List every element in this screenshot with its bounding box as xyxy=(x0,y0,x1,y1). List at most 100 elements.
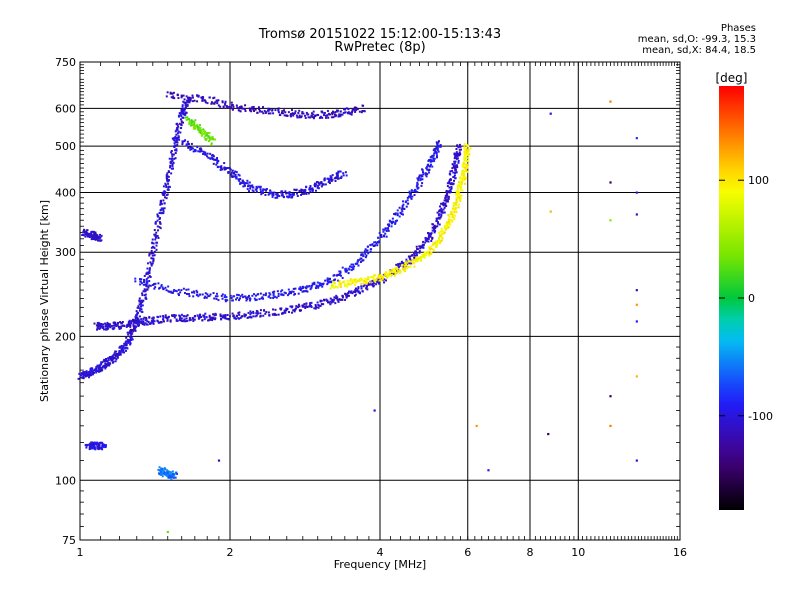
echo-point xyxy=(162,318,165,321)
echo-point xyxy=(277,295,280,298)
echo-point xyxy=(260,193,263,196)
echo-point xyxy=(229,168,232,171)
echo-point xyxy=(112,324,115,327)
echo-point xyxy=(174,141,177,144)
echo-point xyxy=(326,283,329,286)
echo-point xyxy=(395,263,398,266)
echo-point xyxy=(115,358,118,361)
echo-point xyxy=(309,116,312,119)
echo-point xyxy=(339,271,342,274)
echo-point xyxy=(193,121,196,124)
echo-point xyxy=(193,318,196,321)
echo-point xyxy=(459,188,462,191)
echo-point xyxy=(89,371,92,374)
echo-point xyxy=(349,283,352,286)
echo-point xyxy=(153,320,156,323)
echo-point xyxy=(318,116,321,119)
echo-point xyxy=(211,136,214,139)
echo-point xyxy=(206,134,209,137)
echo-point xyxy=(151,238,154,241)
echo-point xyxy=(283,291,286,294)
echo-point xyxy=(167,474,170,477)
echo-point xyxy=(351,280,354,283)
echo-point xyxy=(127,339,130,342)
isolated-echo-point xyxy=(635,320,638,323)
echo-point xyxy=(451,167,454,170)
echo-point xyxy=(363,110,366,113)
echo-point xyxy=(170,151,173,154)
echo-point xyxy=(141,292,144,295)
echo-point xyxy=(236,107,239,110)
echo-point xyxy=(433,157,436,160)
echo-point xyxy=(367,278,370,281)
echo-point xyxy=(366,278,369,281)
echo-point xyxy=(120,325,123,328)
echo-point xyxy=(357,291,360,294)
echo-point xyxy=(231,175,234,178)
echo-point xyxy=(408,255,411,258)
echo-point xyxy=(173,97,176,100)
echo-point xyxy=(436,141,439,144)
echo-point xyxy=(180,124,183,127)
echo-point xyxy=(212,138,215,141)
echo-point xyxy=(167,285,170,288)
echo-point xyxy=(161,467,164,470)
echo-point xyxy=(203,316,206,319)
echo-point xyxy=(190,147,193,150)
echo-point xyxy=(94,231,97,234)
echo-point xyxy=(249,185,252,188)
echo-point xyxy=(309,303,312,306)
echo-point xyxy=(455,153,458,156)
echo-point xyxy=(252,108,255,111)
echo-point xyxy=(331,285,334,288)
echo-point xyxy=(204,153,207,156)
echo-point xyxy=(440,239,443,242)
echo-point xyxy=(449,170,452,173)
echo-point xyxy=(208,96,211,99)
echo-point xyxy=(234,170,237,173)
echo-point xyxy=(427,250,430,253)
echo-point xyxy=(114,321,117,324)
echo-point xyxy=(334,179,337,182)
echo-point xyxy=(168,185,171,188)
echo-point xyxy=(377,278,380,281)
echo-point xyxy=(208,131,211,134)
echo-point xyxy=(452,215,455,218)
echo-point xyxy=(224,100,227,103)
echo-point xyxy=(298,109,301,112)
echo-point xyxy=(86,233,89,236)
echo-point xyxy=(302,189,305,192)
echo-point xyxy=(295,307,298,310)
echo-point xyxy=(282,109,285,112)
echo-point xyxy=(244,104,247,107)
echo-point xyxy=(463,162,466,165)
echo-point xyxy=(165,194,168,197)
echo-point xyxy=(376,276,379,279)
echo-point xyxy=(148,270,151,273)
echo-point xyxy=(202,132,205,135)
echo-point xyxy=(251,184,254,187)
echo-point xyxy=(301,193,304,196)
echo-point xyxy=(255,190,258,193)
echo-point xyxy=(457,154,460,157)
phase-o-stats: mean, sd,O: -99.3, 15.3 xyxy=(637,34,756,45)
echo-point xyxy=(437,140,440,143)
echo-point xyxy=(339,282,342,285)
echo-point xyxy=(458,196,461,199)
echo-point xyxy=(145,273,148,276)
echo-point xyxy=(152,251,155,254)
echo-point xyxy=(313,182,316,185)
echo-point xyxy=(344,298,347,301)
echo-point xyxy=(175,318,178,321)
echo-point xyxy=(440,236,443,239)
echo-point xyxy=(278,195,281,198)
echo-point xyxy=(93,322,96,325)
echo-point xyxy=(436,211,439,214)
echo-point xyxy=(331,110,334,113)
echo-point xyxy=(277,313,280,316)
phase-heading: Phases xyxy=(720,23,756,34)
echo-point xyxy=(456,189,459,192)
echo-point xyxy=(137,305,140,308)
echo-point xyxy=(130,336,133,339)
echo-point xyxy=(271,313,274,316)
